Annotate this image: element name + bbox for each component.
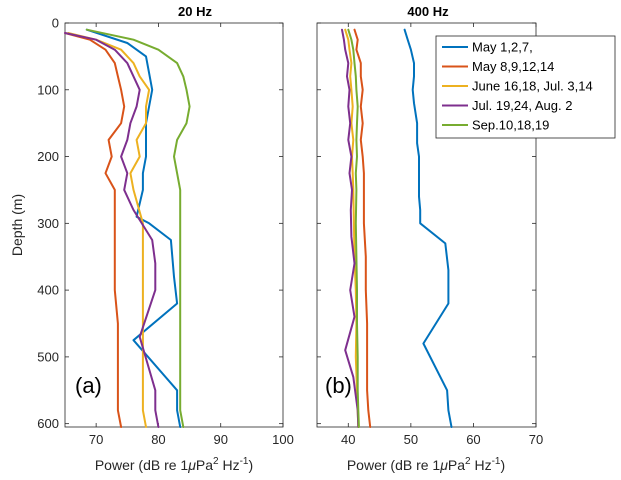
panel-b-xlabel: Power (dB re 1μPa2 Hz-1)	[347, 456, 505, 473]
panel-a: 20 Hz 70 80 90 100 0 100 200 300 400 500 600 (a) D…	[9, 4, 294, 473]
panel-a-series	[64, 28, 191, 428]
series-line-b-3	[344, 28, 360, 428]
series-line-a-3	[67, 32, 151, 428]
series-line-b-2	[353, 28, 372, 428]
legend-entry: May 8,9,12,14	[472, 59, 554, 74]
x-tick-label: 60	[466, 432, 480, 447]
series-line-b-1	[403, 28, 453, 428]
series-line-a-1	[85, 28, 182, 428]
x-tick-label: 50	[404, 432, 418, 447]
series-line-a-4	[64, 32, 160, 428]
x-tick-label: 70	[89, 432, 103, 447]
series-line-b-5	[347, 28, 360, 428]
x-tick-label: 90	[213, 432, 227, 447]
panel-a-ticks: 70 80 90 100 0 100 200 300 400 500 600	[37, 16, 294, 448]
panel-b-title: 400 Hz	[407, 4, 449, 19]
x-tick-label: 70	[529, 432, 543, 447]
panel-b-axes	[316, 22, 537, 428]
panel-b: 400 Hz 40 50 60 70 (b) Power (dB re 1μPa2 H…	[316, 4, 543, 473]
y-tick-label: 0	[52, 16, 59, 31]
panel-a-ylabel: Depth (m)	[9, 194, 25, 256]
panel-b-series	[341, 28, 453, 428]
y-tick-label: 100	[37, 82, 59, 97]
legend-items: May 1,2,7, May 8,9,12,14 June 16,18, Jul. …	[442, 40, 593, 133]
legend: May 1,2,7, May 8,9,12,14 June 16,18, Jul. …	[435, 35, 616, 139]
panel-a-xlabel: Power (dB re 1μPa2 Hz-1)	[95, 456, 253, 473]
y-tick-label: 200	[37, 149, 59, 164]
y-tick-label: 400	[37, 283, 59, 298]
legend-entry: May 1,2,7,	[472, 40, 533, 55]
series-line-a-5	[85, 28, 191, 428]
series-line-a-2	[64, 32, 126, 428]
y-tick-label: 300	[37, 216, 59, 231]
legend-entry: Jul. 19,24, Aug. 2	[472, 98, 572, 113]
x-tick-label: 40	[341, 432, 355, 447]
panel-a-letter: (a)	[75, 373, 102, 398]
panel-a-title: 20 Hz	[178, 4, 212, 19]
y-tick-label: 600	[37, 416, 59, 431]
legend-entry: Sep.10,18,19	[472, 118, 549, 133]
y-tick-label: 500	[37, 349, 59, 364]
x-tick-label: 80	[151, 432, 165, 447]
series-line-b-4	[341, 28, 360, 428]
panel-b-letter: (b)	[325, 373, 352, 398]
panel-a-axes	[64, 22, 284, 428]
legend-entry: June 16,18, Jul. 3,14	[472, 79, 593, 94]
x-tick-label: 100	[272, 432, 294, 447]
